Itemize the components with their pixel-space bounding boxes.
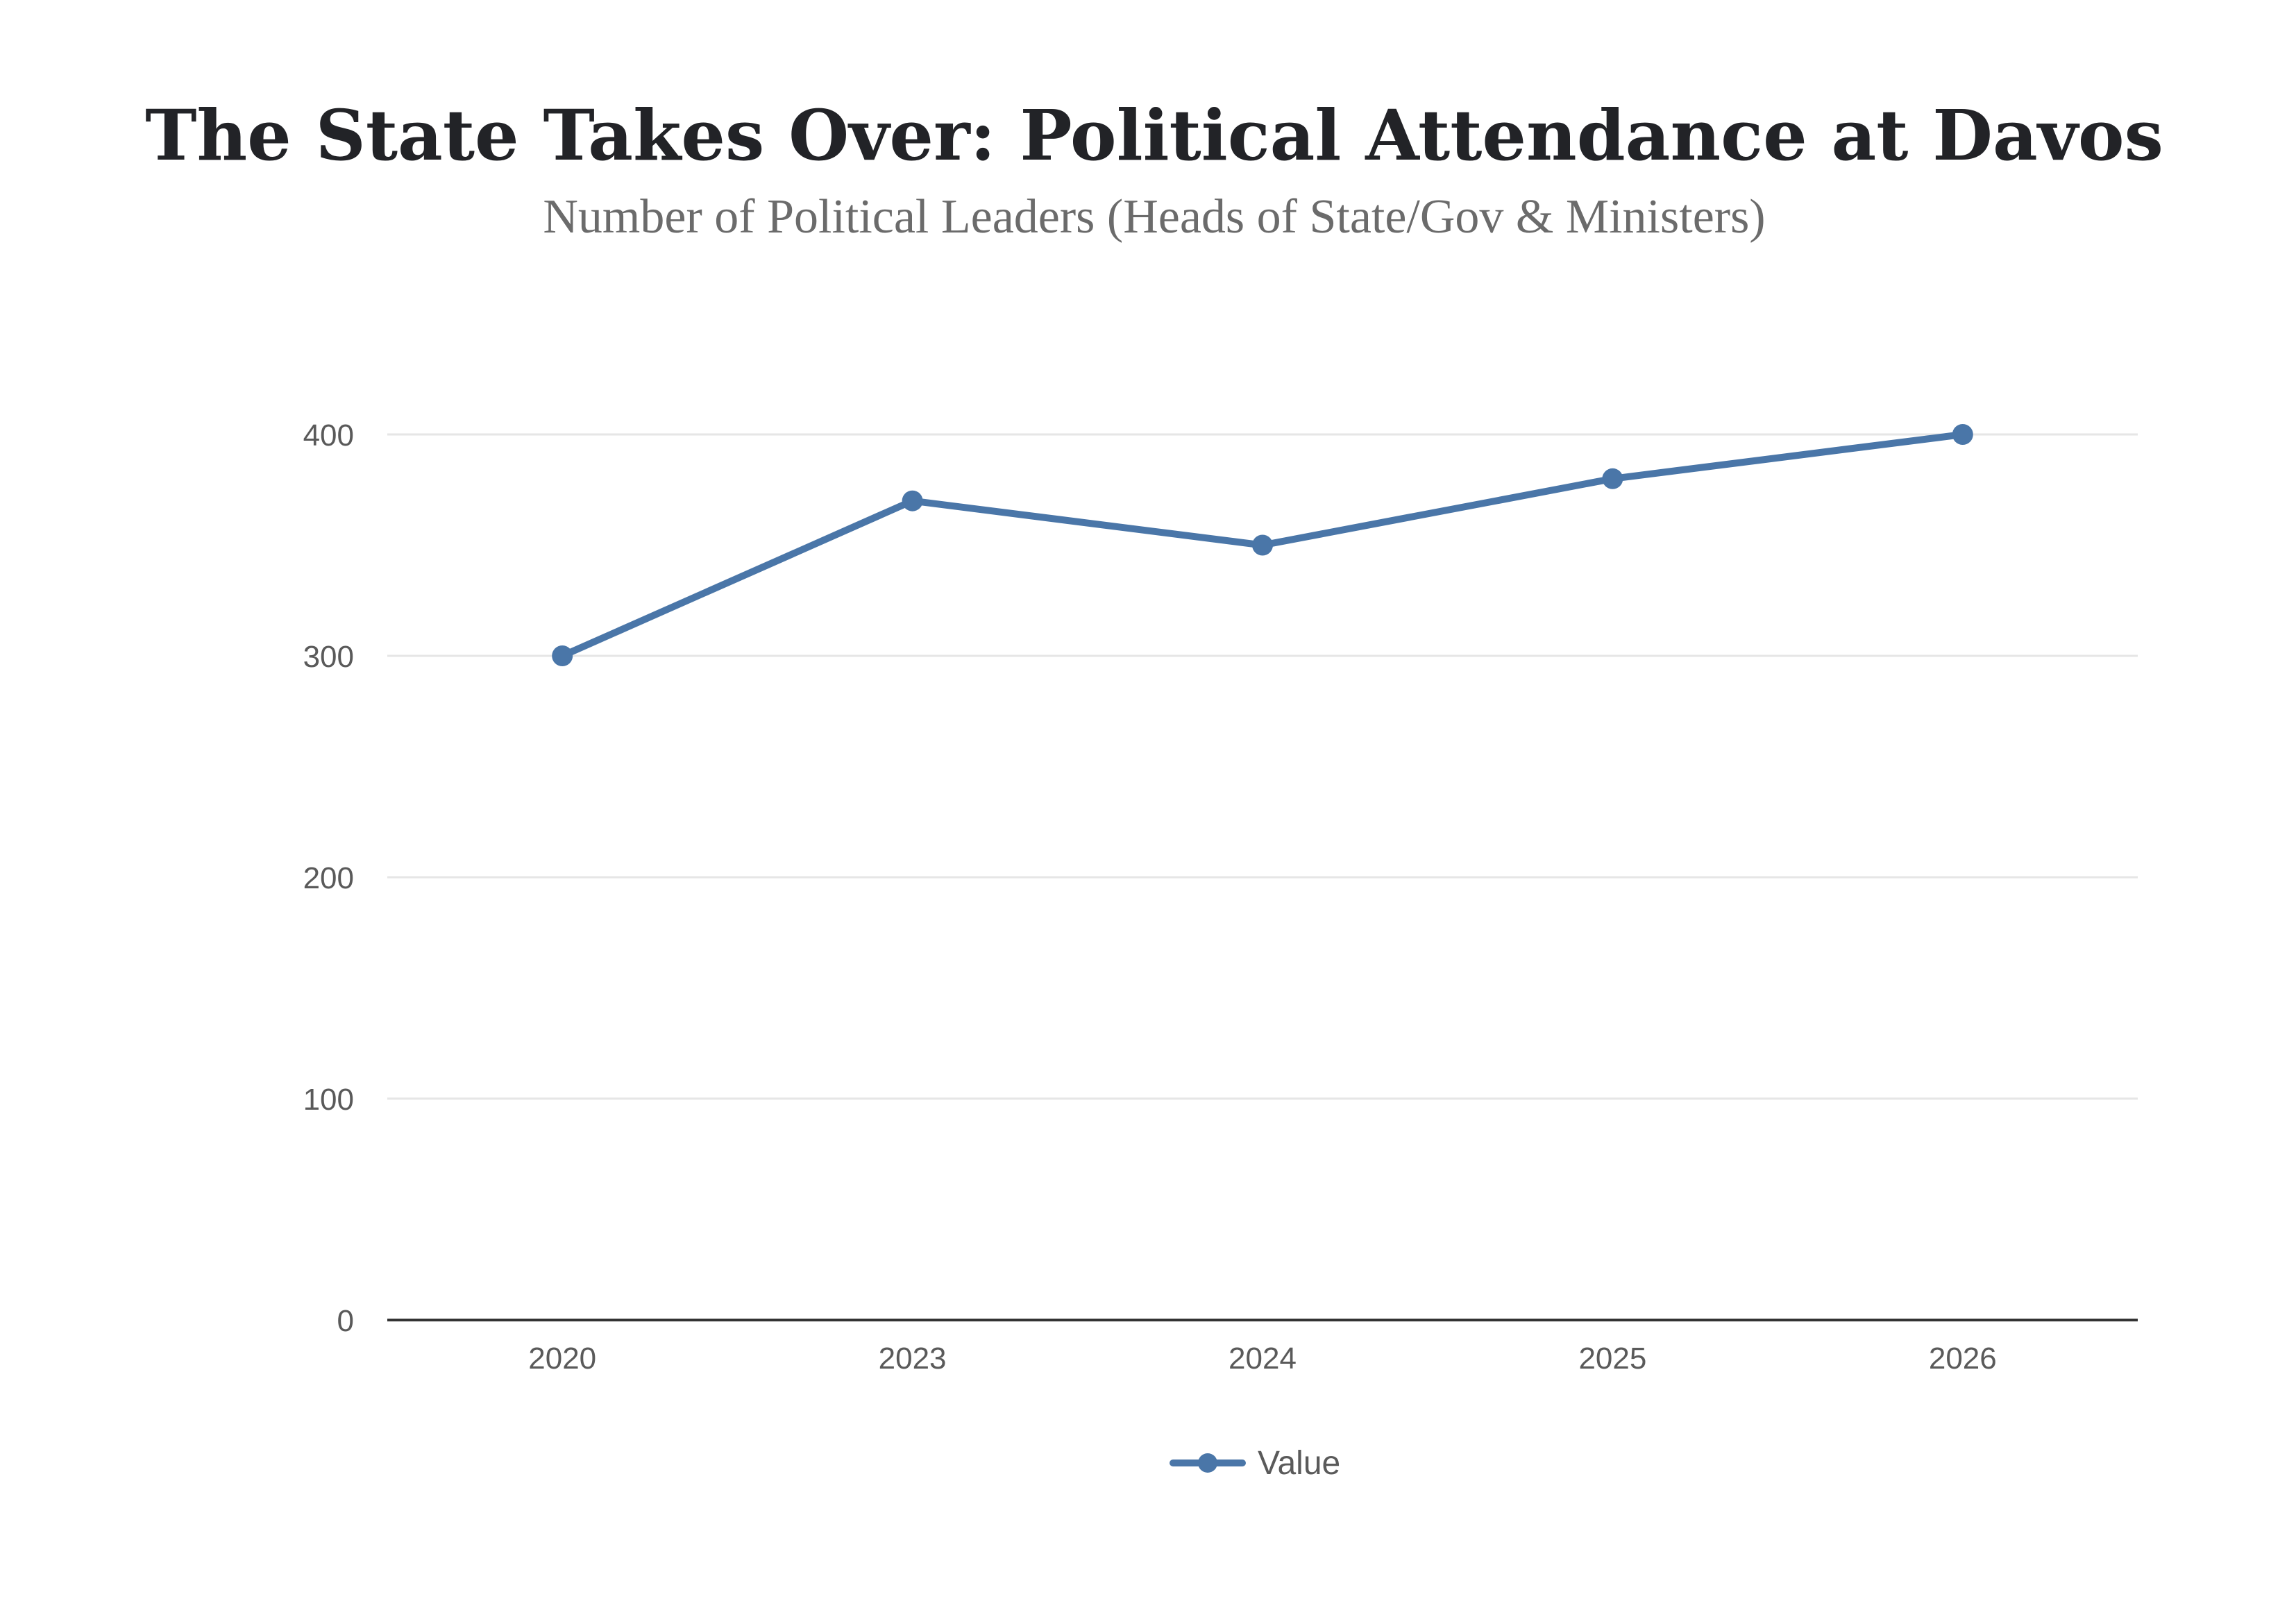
x-axis-tick-labels: 2020 2023 2024 2025 2026: [528, 1342, 1996, 1376]
legend-marker-swatch: [1198, 1453, 1217, 1473]
x-tick-label-2020: 2020: [528, 1342, 596, 1376]
y-tick-label-300: 300: [303, 640, 354, 674]
y-axis-tick-labels: 0 100 200 300 400: [303, 418, 354, 1338]
y-tick-label-400: 400: [303, 418, 354, 452]
legend-label-value: Value: [1258, 1445, 1340, 1482]
y-tick-label-100: 100: [303, 1083, 354, 1117]
gridlines: [387, 433, 2138, 1100]
x-tick-label-2026: 2026: [1929, 1342, 1997, 1376]
chart-subtitle: Number of Political Leaders (Heads of St…: [543, 190, 1765, 244]
y-tick-label-0: 0: [337, 1304, 354, 1338]
data-point-2023: [902, 490, 923, 511]
data-point-2024: [1252, 534, 1273, 556]
chart-title: The State Takes Over: Political Attendan…: [145, 94, 2163, 176]
data-point-2025: [1602, 468, 1623, 489]
x-tick-label-2025: 2025: [1578, 1342, 1646, 1376]
x-tick-label-2024: 2024: [1229, 1342, 1297, 1376]
x-tick-label-2023: 2023: [879, 1342, 947, 1376]
y-tick-label-200: 200: [303, 861, 354, 895]
legend[interactable]: Value: [1170, 1445, 1340, 1482]
data-point-2026: [1952, 424, 1973, 445]
series-value: [552, 424, 1973, 666]
data-point-2020: [552, 645, 573, 666]
